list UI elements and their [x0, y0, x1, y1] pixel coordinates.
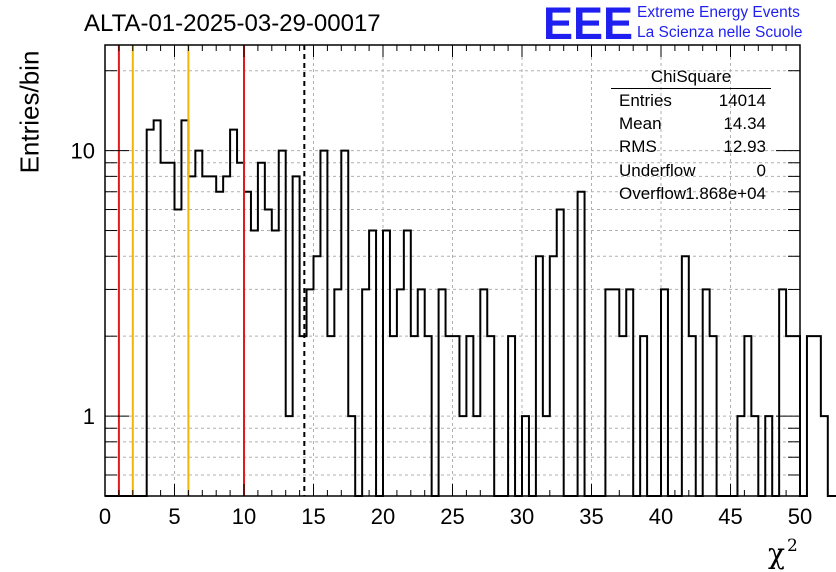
histogram-bin	[341, 151, 348, 496]
stats-value: 1.868e+04	[685, 183, 766, 203]
stats-value: 14014	[718, 91, 766, 110]
histogram-bin	[195, 151, 202, 496]
histogram-bin	[557, 210, 564, 496]
histogram-bin	[661, 289, 668, 496]
histogram-bin	[258, 163, 265, 496]
x-tick-label: 5	[168, 504, 180, 529]
x-tick-label: 20	[371, 504, 395, 529]
histogram-bin	[578, 192, 585, 496]
histogram-bin	[418, 289, 425, 496]
histogram-bin	[168, 163, 175, 496]
histogram-bin	[404, 231, 411, 496]
histogram-bin	[550, 256, 557, 496]
histogram-bin	[147, 130, 154, 496]
histogram-bin	[244, 192, 251, 496]
stats-value: 0	[756, 160, 766, 180]
stats-key: Underflow	[619, 160, 696, 180]
eee-logo-icon: EEE	[543, 2, 633, 44]
stats-row-overflow: Overflow 1.868e+04	[611, 182, 771, 205]
histogram-bin	[279, 151, 286, 496]
logo-line-1: Extreme Energy Events	[637, 4, 800, 21]
histogram-bin	[320, 151, 327, 496]
x-tick-label: 35	[579, 504, 603, 529]
histogram-bin	[605, 289, 612, 496]
x-tick-label: 15	[301, 504, 325, 529]
y-axis-label: Entries/bin	[14, 50, 45, 174]
logo-text: Extreme Energy Events La Scienza nelle S…	[637, 3, 802, 43]
histogram-bin	[369, 231, 376, 496]
histogram-bin	[237, 163, 244, 496]
stats-key: Overflow	[619, 183, 687, 203]
stats-value: 14.34	[723, 114, 766, 134]
stats-row-underflow: Underflow 0	[611, 159, 771, 182]
x-tick-label: 0	[99, 504, 111, 529]
histogram-bin	[383, 231, 390, 496]
histogram-bin	[175, 210, 182, 496]
stats-title: ChiSquare	[611, 66, 771, 89]
histogram-bin	[439, 289, 446, 496]
histogram-bin	[814, 336, 821, 496]
histogram-bin	[397, 289, 404, 496]
logo-line-2: La Scienza nelle Scuole	[637, 24, 803, 41]
histogram-bin	[334, 289, 341, 496]
histogram-bin	[272, 231, 279, 496]
y-tick-label: 1	[83, 404, 95, 429]
x-tick-label: 25	[440, 504, 464, 529]
histogram-bin	[626, 289, 633, 496]
histogram-bin	[362, 289, 369, 496]
stats-box: ChiSquare Entries 14014 Mean 14.34 RMS 1…	[611, 66, 771, 205]
chart-title: ALTA-01-2025-03-29-00017	[84, 10, 381, 37]
histogram-bin	[480, 289, 487, 496]
histogram-bin	[307, 289, 314, 496]
histogram-bin	[251, 231, 258, 496]
x-tick-label: 10	[232, 504, 256, 529]
stats-key: Entries	[619, 91, 672, 110]
stats-row-mean: Mean 14.34	[611, 112, 771, 135]
histogram-bin	[703, 289, 710, 496]
x-tick-label: 30	[510, 504, 534, 529]
histogram-bin	[230, 130, 237, 496]
histogram-bin	[536, 256, 543, 496]
x-tick-label: 50	[788, 504, 812, 529]
logo-mark: EEE	[543, 2, 633, 44]
stats-row-rms: RMS 12.93	[611, 135, 771, 158]
stats-key: Mean	[619, 114, 662, 134]
stats-row-entries: Entries 14014	[611, 89, 771, 112]
histogram-bin	[821, 416, 828, 496]
histogram-bin	[314, 256, 321, 496]
stats-key: RMS	[619, 137, 657, 157]
histogram-bin	[682, 256, 689, 496]
histogram-bin	[779, 289, 786, 496]
histogram-bin	[265, 210, 272, 496]
histogram-bin	[807, 336, 814, 496]
histogram-bin	[612, 289, 619, 496]
x-tick-label: 40	[649, 504, 673, 529]
histogram-bin	[216, 192, 223, 496]
x-tick-label: 45	[718, 504, 742, 529]
histogram-bin	[161, 163, 168, 496]
stats-value: 12.93	[723, 137, 766, 157]
y-tick-label: 10	[71, 139, 95, 164]
